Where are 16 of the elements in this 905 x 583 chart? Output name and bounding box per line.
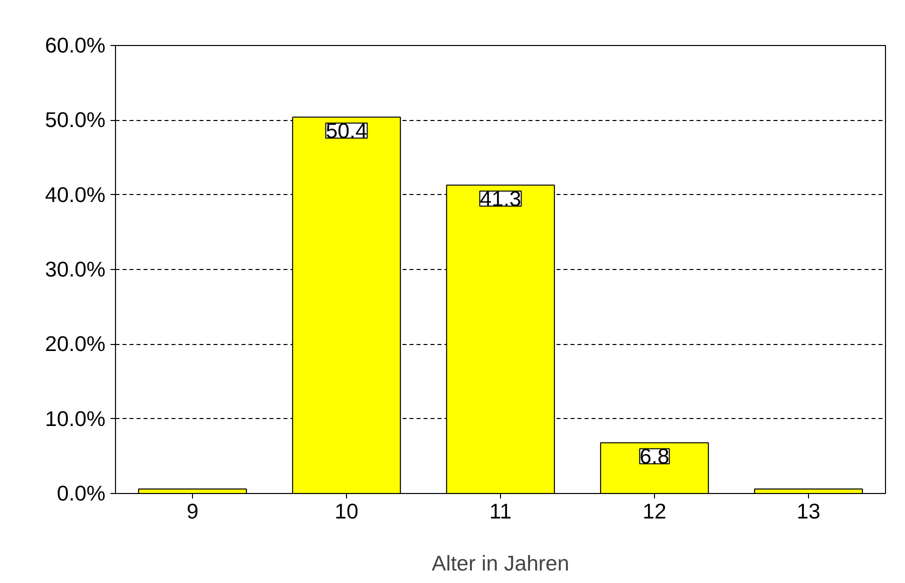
y-tick-label: 0.0% [56, 482, 106, 506]
x-tick-label: 11 [489, 500, 512, 524]
y-tick-label: 20.0% [45, 332, 106, 356]
y-tick-label: 60.0% [45, 34, 106, 58]
x-tick-label: 13 [796, 500, 820, 524]
y-tick-label: 10.0% [45, 406, 106, 431]
x-tick-label: 9 [186, 500, 198, 524]
x-axis-title: Alter in Jahren [432, 552, 570, 576]
x-tick-label: 10 [334, 500, 358, 524]
y-tick-label: 40.0% [45, 182, 106, 207]
data-label: 50.4 [326, 119, 368, 144]
y-tick-label: 50.0% [45, 108, 106, 132]
data-label: 41.3 [480, 187, 522, 212]
data-label: 6.8 [640, 444, 670, 469]
y-tick-label: 30.0% [45, 258, 106, 282]
x-tick-label: 12 [642, 500, 666, 524]
